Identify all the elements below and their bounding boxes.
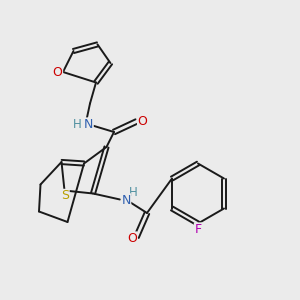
Text: O: O: [138, 115, 147, 128]
Text: S: S: [61, 189, 69, 203]
Text: O: O: [127, 232, 137, 245]
Text: O: O: [53, 65, 62, 79]
Text: H: H: [128, 186, 137, 199]
Text: H: H: [73, 118, 82, 131]
Text: N: N: [121, 194, 131, 207]
Text: F: F: [194, 223, 202, 236]
Text: N: N: [84, 118, 93, 131]
